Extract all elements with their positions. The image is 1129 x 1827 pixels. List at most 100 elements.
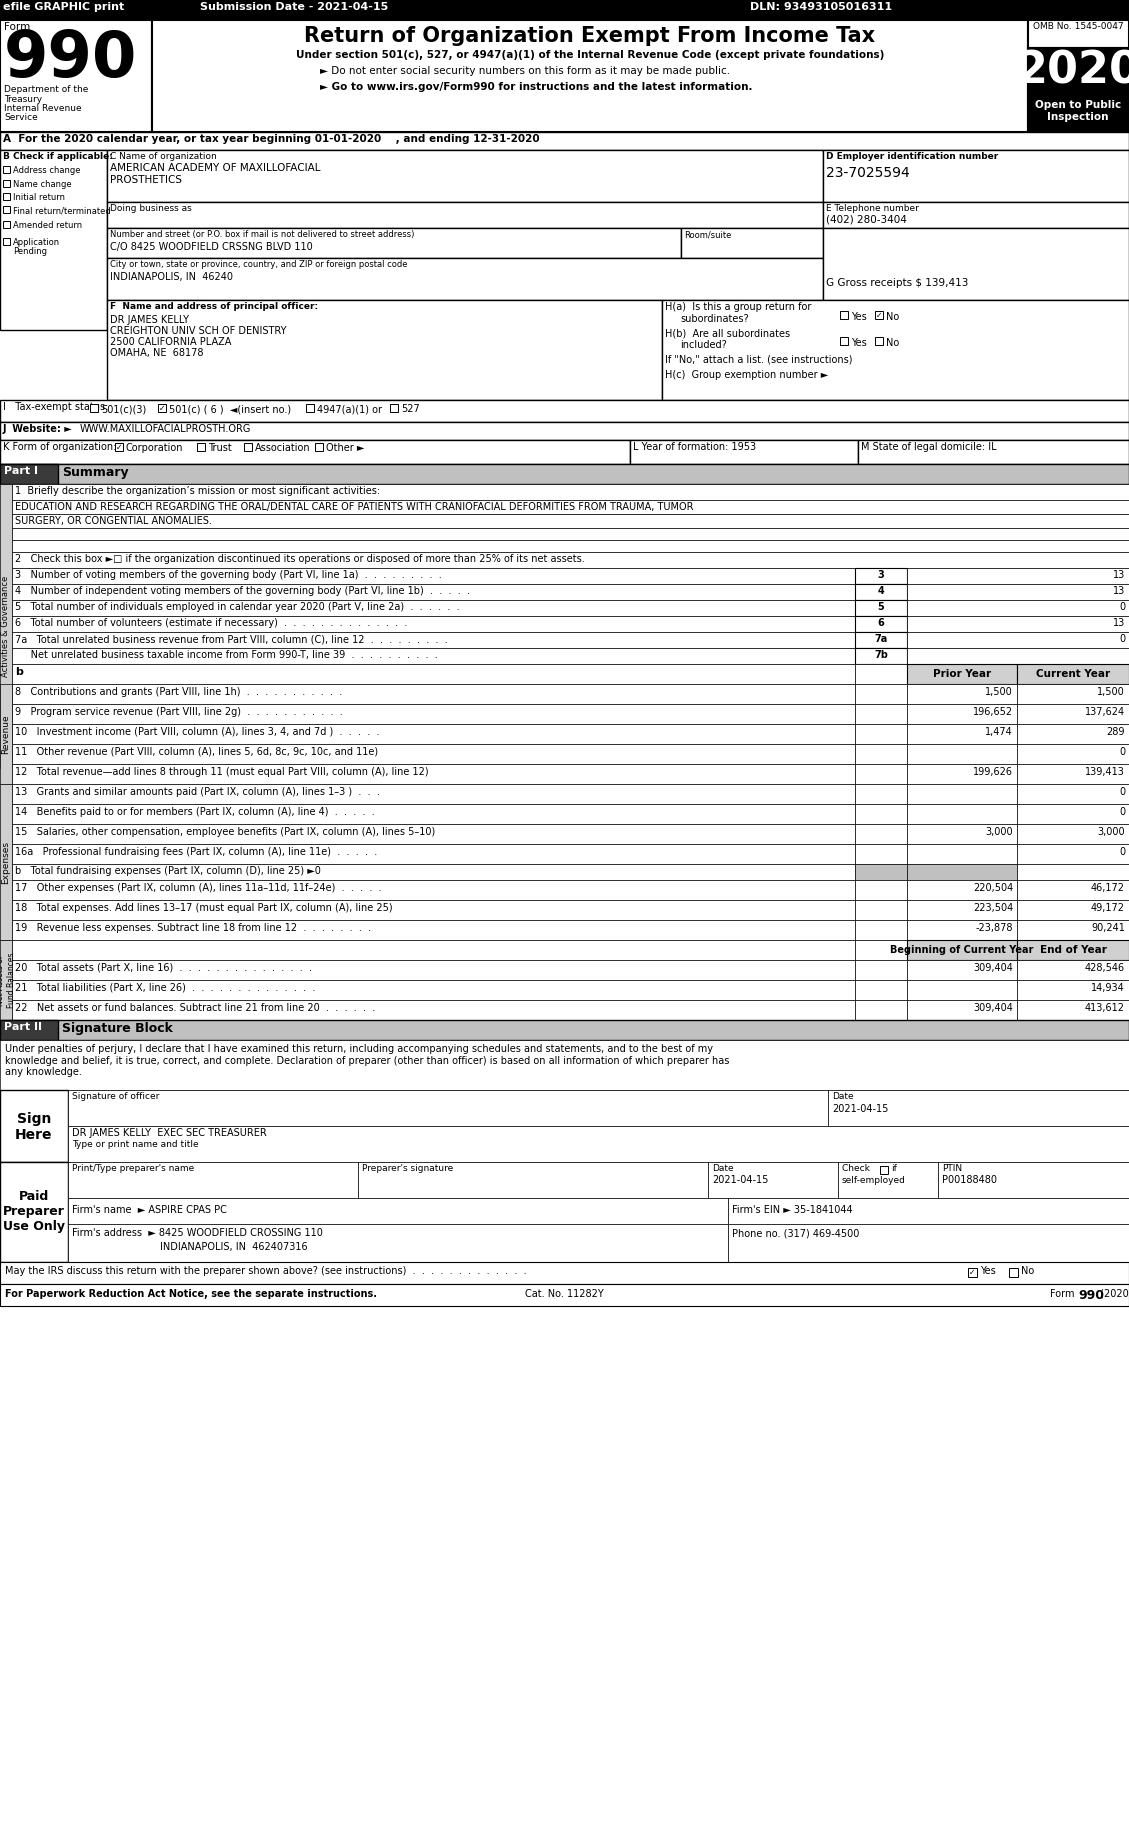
Bar bbox=[907, 764, 1017, 784]
Text: K Form of organization:: K Form of organization: bbox=[3, 442, 116, 451]
Bar bbox=[0, 1091, 68, 1162]
Bar bbox=[12, 501, 1129, 513]
Bar bbox=[68, 1125, 1129, 1162]
Text: G Gross receipts $ 139,413: G Gross receipts $ 139,413 bbox=[826, 278, 969, 289]
Text: 14   Benefits paid to or for members (Part IX, column (A), line 4)  .  .  .  .  : 14 Benefits paid to or for members (Part… bbox=[15, 808, 375, 817]
Bar bbox=[0, 0, 1129, 20]
Bar bbox=[855, 616, 907, 632]
Text: 501(c)(3): 501(c)(3) bbox=[100, 404, 147, 415]
Text: DR JAMES KELLY: DR JAMES KELLY bbox=[110, 314, 189, 325]
Text: 15   Salaries, other compensation, employee benefits (Part IX, column (A), lines: 15 Salaries, other compensation, employe… bbox=[15, 828, 436, 837]
Bar bbox=[907, 881, 1017, 901]
Text: -23,878: -23,878 bbox=[975, 923, 1013, 934]
Text: Net unrelated business taxable income from Form 990-T, line 39  .  .  .  .  .  .: Net unrelated business taxable income fr… bbox=[15, 650, 438, 660]
Text: F  Name and address of principal officer:: F Name and address of principal officer: bbox=[110, 301, 318, 311]
Text: b: b bbox=[15, 667, 23, 678]
Text: Print/Type preparer's name: Print/Type preparer's name bbox=[72, 1164, 194, 1173]
Bar bbox=[907, 568, 1129, 585]
Bar bbox=[855, 999, 907, 1019]
Text: 7a   Total unrelated business revenue from Part VIII, column (C), line 12  .  . : 7a Total unrelated business revenue from… bbox=[15, 634, 448, 643]
Text: Summary: Summary bbox=[62, 466, 129, 479]
Bar bbox=[828, 1091, 1129, 1125]
Bar bbox=[12, 864, 855, 881]
Text: if: if bbox=[891, 1164, 896, 1173]
Text: 199,626: 199,626 bbox=[973, 767, 1013, 776]
Text: P00188480: P00188480 bbox=[942, 1175, 997, 1186]
Bar bbox=[12, 616, 855, 632]
Bar bbox=[855, 632, 907, 649]
Bar bbox=[855, 804, 907, 824]
Text: 10   Investment income (Part VIII, column (A), lines 3, 4, and 7d )  .  .  .  . : 10 Investment income (Part VIII, column … bbox=[15, 727, 379, 736]
Bar bbox=[907, 864, 1017, 881]
Text: Yes: Yes bbox=[851, 312, 867, 322]
Bar bbox=[938, 1162, 1129, 1199]
Text: Preparer's signature: Preparer's signature bbox=[362, 1164, 453, 1173]
Bar bbox=[662, 300, 1129, 400]
Bar bbox=[0, 132, 1129, 150]
Bar bbox=[107, 228, 681, 258]
Bar bbox=[1017, 941, 1129, 959]
Text: 220,504: 220,504 bbox=[973, 882, 1013, 893]
Bar bbox=[855, 921, 907, 941]
Text: Service: Service bbox=[5, 113, 37, 122]
Text: subordinates?: subordinates? bbox=[680, 314, 749, 323]
Bar bbox=[12, 585, 855, 599]
Text: Doing business as: Doing business as bbox=[110, 205, 192, 214]
Bar bbox=[12, 528, 1129, 541]
Text: 990: 990 bbox=[1078, 1290, 1104, 1303]
Bar bbox=[12, 552, 1129, 568]
Bar bbox=[115, 442, 123, 451]
Bar bbox=[12, 844, 855, 864]
Text: H(b)  Are all subordinates: H(b) Are all subordinates bbox=[665, 329, 790, 338]
Text: 2020: 2020 bbox=[1016, 49, 1129, 93]
Bar bbox=[12, 723, 855, 744]
Bar bbox=[855, 599, 907, 616]
Text: H(c)  Group exemption number ►: H(c) Group exemption number ► bbox=[665, 371, 829, 380]
Text: EDUCATION AND RESEARCH REGARDING THE ORAL/DENTAL CARE OF PATIENTS WITH CRANIOFAC: EDUCATION AND RESEARCH REGARDING THE ORA… bbox=[15, 502, 693, 512]
Bar bbox=[875, 311, 883, 320]
Text: Initial return: Initial return bbox=[14, 194, 65, 203]
Bar bbox=[12, 632, 855, 649]
Text: 49,172: 49,172 bbox=[1091, 903, 1124, 914]
Text: 3: 3 bbox=[877, 570, 884, 579]
Bar bbox=[0, 440, 630, 464]
Bar bbox=[0, 150, 107, 331]
Bar bbox=[3, 238, 10, 245]
Text: 2500 CALIFORNIA PLAZA: 2500 CALIFORNIA PLAZA bbox=[110, 336, 231, 347]
Bar bbox=[0, 1284, 1129, 1306]
Bar bbox=[12, 599, 855, 616]
Text: Final return/terminated: Final return/terminated bbox=[14, 206, 111, 216]
Text: Date: Date bbox=[832, 1093, 854, 1102]
Text: Cat. No. 11282Y: Cat. No. 11282Y bbox=[525, 1290, 603, 1299]
Bar bbox=[12, 764, 855, 784]
Bar bbox=[907, 824, 1017, 844]
Bar bbox=[855, 844, 907, 864]
Text: Pending: Pending bbox=[14, 247, 47, 256]
Bar bbox=[907, 844, 1017, 864]
Bar bbox=[12, 941, 855, 959]
Text: 527: 527 bbox=[401, 404, 420, 415]
Bar bbox=[107, 150, 823, 203]
Text: 3   Number of voting members of the governing body (Part VI, line 1a)  .  .  .  : 3 Number of voting members of the govern… bbox=[15, 570, 441, 579]
Bar bbox=[0, 422, 1129, 440]
Text: 7b: 7b bbox=[874, 650, 887, 660]
Bar bbox=[0, 941, 12, 1019]
Text: Name change: Name change bbox=[14, 181, 71, 188]
Text: (402) 280-3404: (402) 280-3404 bbox=[826, 216, 907, 225]
Bar bbox=[855, 649, 907, 663]
Bar bbox=[12, 703, 855, 723]
Bar bbox=[907, 979, 1017, 999]
Bar bbox=[12, 999, 855, 1019]
Bar bbox=[12, 881, 855, 901]
Text: 21   Total liabilities (Part X, line 26)  .  .  .  .  .  .  .  .  .  .  .  .  . : 21 Total liabilities (Part X, line 26) .… bbox=[15, 983, 315, 994]
Bar bbox=[855, 663, 907, 683]
Text: Type or print name and title: Type or print name and title bbox=[72, 1140, 199, 1149]
Text: Activities & Governance: Activities & Governance bbox=[1, 576, 10, 676]
Bar bbox=[1009, 1268, 1018, 1277]
Bar bbox=[68, 1224, 728, 1262]
Bar bbox=[1017, 784, 1129, 804]
Bar bbox=[907, 683, 1017, 703]
Text: Sign
Here: Sign Here bbox=[16, 1113, 53, 1142]
Text: 5   Total number of individuals employed in calendar year 2020 (Part V, line 2a): 5 Total number of individuals employed i… bbox=[15, 603, 460, 612]
Text: Address change: Address change bbox=[14, 166, 80, 175]
